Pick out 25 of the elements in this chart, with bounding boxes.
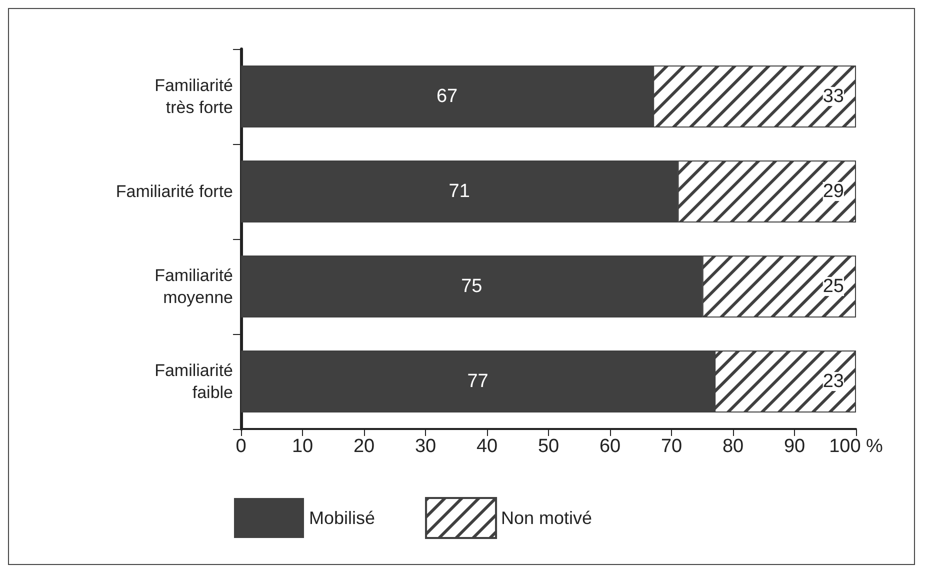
data-label: 77 (467, 371, 488, 392)
x-tick-label: 60 (599, 436, 621, 457)
x-tick-label: 90 (784, 436, 806, 457)
data-label: 67 (436, 86, 458, 107)
legend-label: Non motivé (501, 508, 592, 528)
x-tick-label: 20 (353, 436, 375, 457)
data-label: 25 (822, 276, 844, 297)
y-tick-label: Familiarité faible (154, 361, 233, 402)
data-label: 33 (822, 86, 844, 107)
x-tick-label: 10 (292, 436, 314, 457)
data-label: 29 (822, 181, 844, 202)
y-tick-label: Familiarité très forte (154, 76, 233, 117)
x-tick-label: 30 (414, 436, 436, 457)
x-tick-label: 50 (538, 436, 560, 457)
x-tick-label: 100 % (829, 436, 884, 457)
data-label: 71 (448, 181, 470, 202)
data-label: 75 (461, 276, 482, 297)
y-tick-label: Familiarité forte (116, 182, 233, 201)
y-tick-label: Familiarité moyenne (154, 266, 233, 307)
x-tick-label: 80 (722, 436, 744, 457)
x-tick-label: 0 (236, 436, 246, 457)
legend-label: Mobilisé (309, 508, 376, 528)
data-label: 23 (822, 371, 844, 392)
x-tick-label: 70 (660, 436, 682, 457)
x-tick-label: 40 (476, 436, 498, 457)
